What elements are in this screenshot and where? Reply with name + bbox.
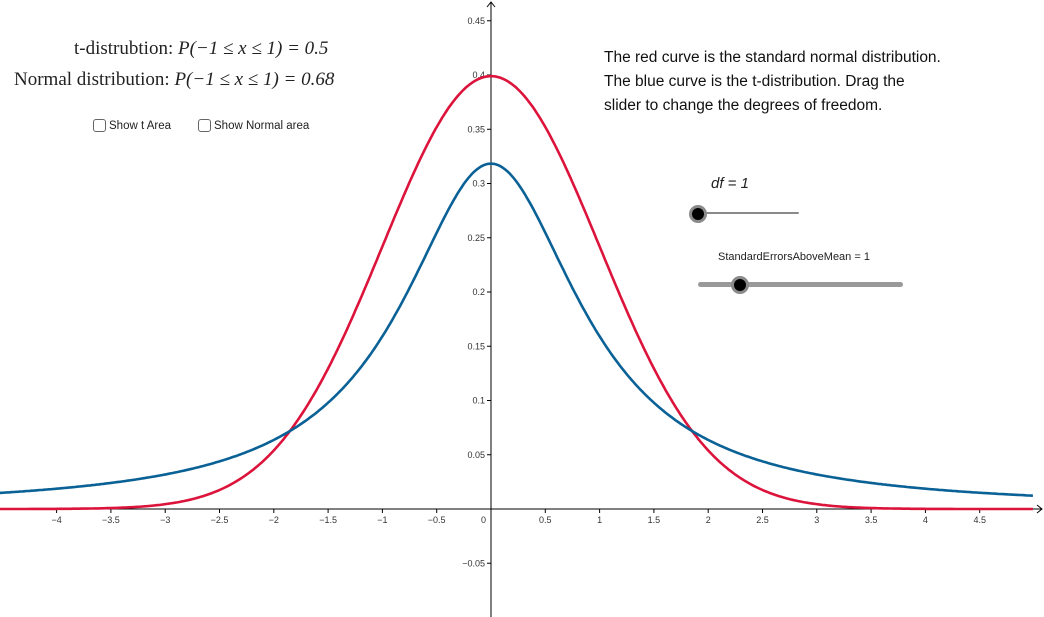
y-tick-label: 0.45 (467, 16, 485, 26)
normal-prob-expression: P(−1 ≤ x ≤ 1) = 0.68 (174, 69, 335, 90)
x-tick-label: −2 (269, 515, 279, 525)
description-line: slider to change the degrees of freedom. (604, 97, 883, 114)
x-tick-label: 4.5 (973, 515, 986, 525)
description-line: The blue curve is the t-distribution. Dr… (604, 73, 905, 90)
df-slider-label: df = 1 (711, 175, 749, 192)
x-tick-label: 3.5 (865, 515, 878, 525)
y-tick-label: −0.05 (462, 558, 485, 568)
se-slider-label: StandardErrorsAboveMean = 1 (718, 251, 870, 263)
y-tick-label: 0.1 (472, 396, 485, 406)
x-tick-label: 3 (814, 515, 819, 525)
t-probability-text: t-distrubtion: P(−1 ≤ x ≤ 1) = 0.5 (74, 38, 328, 60)
description-text: The red curve is the standard normal dis… (604, 46, 984, 118)
t-prob-expression: P(−1 ≤ x ≤ 1) = 0.5 (177, 38, 329, 59)
se-slider-track[interactable] (698, 282, 903, 287)
x-axis-arrow-icon (1036, 504, 1043, 514)
normal-curve (0, 74, 1033, 511)
y-tick-label: 0.05 (467, 450, 485, 460)
x-tick-label: −4 (51, 515, 61, 525)
x-tick-label: 0 (481, 515, 486, 525)
df-slider-track[interactable] (698, 212, 799, 214)
show-normal-area-checkbox[interactable]: Show Normal area (198, 119, 309, 132)
df-slider-handle[interactable] (689, 205, 707, 223)
y-tick-label: 0.4 (472, 70, 485, 80)
x-tick-label: −1.5 (319, 515, 337, 525)
x-tick-label: 0.5 (539, 515, 552, 525)
normal-prob-label: Normal distribution: (14, 69, 170, 90)
y-tick-label: 0.15 (467, 341, 485, 351)
x-tick-label: 2.5 (756, 515, 769, 525)
x-tick-label: 1 (597, 515, 602, 525)
se-slider-handle[interactable] (731, 276, 749, 294)
checkbox-label: Show t Area (109, 119, 172, 132)
x-tick-label: −2.5 (211, 515, 229, 525)
x-tick-label: −0.5 (428, 515, 446, 525)
x-tick-label: 1.5 (648, 515, 661, 525)
description-line: The red curve is the standard normal dis… (604, 49, 941, 66)
t-prob-label: t-distrubtion: (74, 38, 174, 59)
x-tick-label: 4 (923, 515, 928, 525)
normal-probability-text: Normal distribution: P(−1 ≤ x ≤ 1) = 0.6… (14, 69, 334, 91)
checkbox-label: Show Normal area (214, 119, 310, 132)
x-tick-label: −3 (160, 515, 170, 525)
t-curve (0, 162, 1033, 497)
y-tick-label: 0.25 (467, 233, 485, 243)
y-tick-label: 0.35 (467, 124, 485, 134)
checkbox-box[interactable] (93, 119, 106, 132)
checkbox-box[interactable] (198, 119, 211, 132)
y-axis-arrow-icon (486, 1, 496, 8)
x-tick-label: −1 (377, 515, 387, 525)
show-t-area-checkbox[interactable]: Show t Area (93, 119, 171, 132)
y-tick-label: 0.2 (472, 287, 485, 297)
x-tick-label: 2 (706, 515, 711, 525)
x-tick-label: −3.5 (102, 515, 120, 525)
y-tick-label: 0.3 (472, 179, 485, 189)
